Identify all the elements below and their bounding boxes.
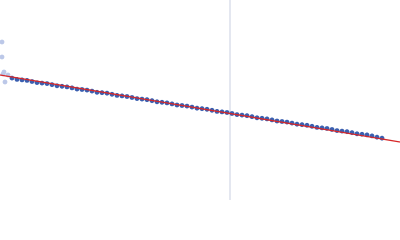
data-point	[0, 54, 5, 60]
fit-line	[0, 74, 400, 143]
data-point	[0, 39, 5, 45]
data-point	[2, 79, 8, 85]
chart	[0, 0, 400, 200]
